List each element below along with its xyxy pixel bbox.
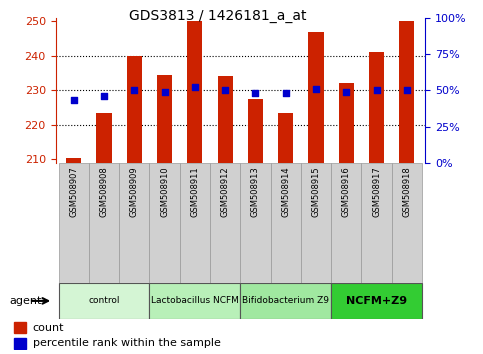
Point [373,87,381,93]
Bar [58,283,149,319]
Bar [331,163,361,283]
Point [403,87,411,93]
Text: percentile rank within the sample: percentile rank within the sample [33,338,221,348]
Point [100,93,108,99]
Bar [187,21,202,163]
Text: agent: agent [10,296,42,306]
Text: GSM508917: GSM508917 [372,166,381,217]
Text: GSM508908: GSM508908 [99,166,109,217]
Bar [14,338,26,349]
Bar [127,56,142,163]
Bar [119,163,149,283]
Text: GSM508915: GSM508915 [312,166,321,217]
Text: Bifidobacterium Z9: Bifidobacterium Z9 [242,296,329,306]
Bar [180,163,210,283]
Bar [309,32,324,163]
Bar [369,52,384,163]
Bar [331,283,422,319]
Bar [392,163,422,283]
Text: GSM508913: GSM508913 [251,166,260,217]
Bar [14,322,26,333]
Point [282,90,290,96]
Bar [301,163,331,283]
Bar [89,163,119,283]
Text: control: control [88,296,120,306]
Point [130,87,138,93]
Point [221,87,229,93]
Bar [97,113,112,163]
Bar [241,163,270,283]
Bar [241,283,331,319]
Bar [58,163,89,283]
Bar [361,163,392,283]
Text: NCFM+Z9: NCFM+Z9 [346,296,407,306]
Text: GSM508914: GSM508914 [281,166,290,217]
Text: GSM508912: GSM508912 [221,166,229,217]
Bar [157,75,172,163]
Point [342,89,350,95]
Bar [278,113,293,163]
Bar [149,163,180,283]
Bar [248,99,263,163]
Bar [270,163,301,283]
Point [252,90,259,96]
Bar [217,76,233,163]
Point [312,86,320,92]
Bar [339,83,354,163]
Text: count: count [33,322,64,332]
Bar [149,283,241,319]
Text: GSM508916: GSM508916 [342,166,351,217]
Text: GSM508911: GSM508911 [190,166,199,217]
Text: GDS3813 / 1426181_a_at: GDS3813 / 1426181_a_at [128,9,306,23]
Text: GSM508909: GSM508909 [130,166,139,217]
Text: GSM508907: GSM508907 [69,166,78,217]
Text: GSM508910: GSM508910 [160,166,169,217]
Bar [66,158,81,163]
Point [161,89,169,95]
Bar [399,21,414,163]
Point [70,98,78,103]
Point [191,85,199,90]
Text: Lactobacillus NCFM: Lactobacillus NCFM [151,296,239,306]
Bar [210,163,241,283]
Text: GSM508918: GSM508918 [402,166,412,217]
